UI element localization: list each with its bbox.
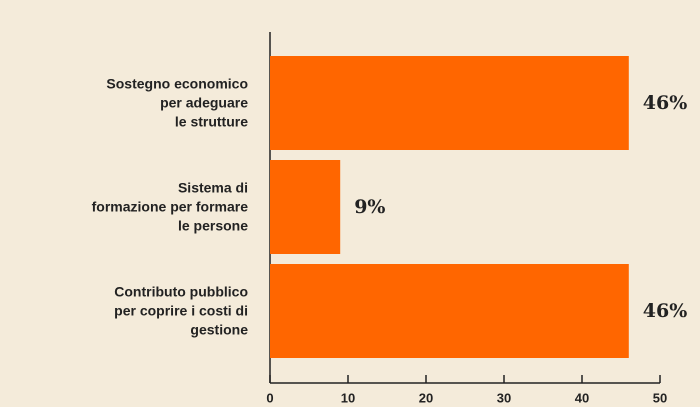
bar — [270, 264, 629, 358]
category-label: Sistema di formazione per formare le per… — [91, 179, 248, 234]
value-label: 9% — [354, 196, 385, 218]
x-tick-label: 40 — [575, 390, 589, 405]
value-label: 46% — [643, 92, 688, 114]
x-tick-label: 10 — [341, 390, 355, 405]
category-label: Sostegno economico per adeguare le strut… — [106, 75, 248, 130]
x-tick-label: 0 — [266, 390, 273, 405]
category-label: Contributo pubblico per coprire i costi … — [114, 283, 248, 338]
bar — [270, 56, 629, 150]
bar — [270, 160, 341, 254]
x-tick-label: 30 — [497, 390, 511, 405]
x-tick-label: 50 — [653, 390, 667, 405]
x-tick-label: 20 — [419, 390, 433, 405]
value-label: 46% — [643, 300, 688, 322]
